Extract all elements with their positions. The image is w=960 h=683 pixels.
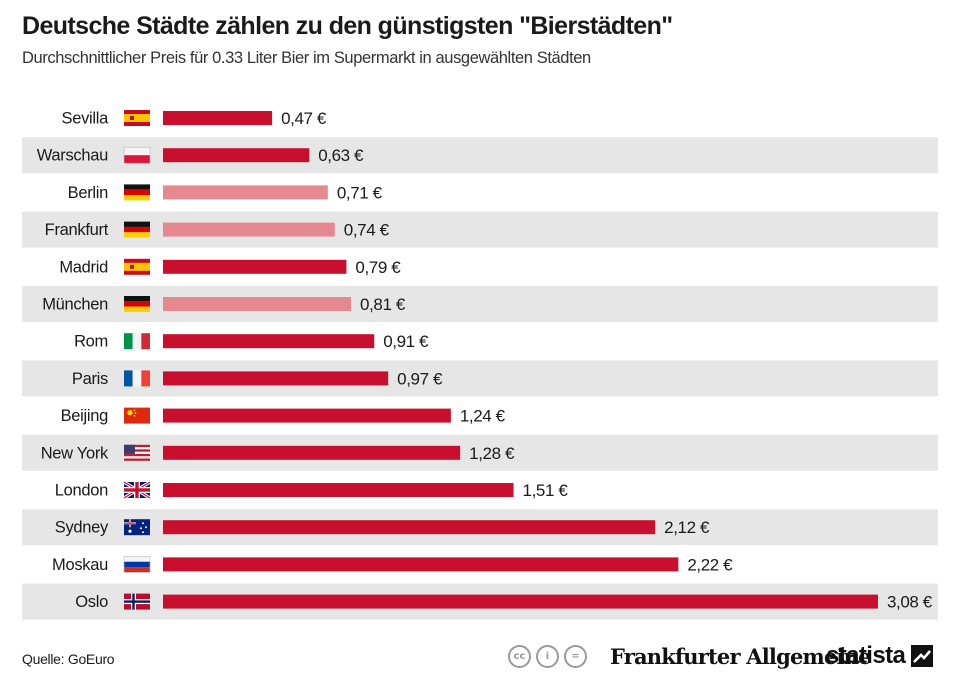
germany-flag-icon xyxy=(124,221,150,238)
bar-row: Moskau 2,22 € xyxy=(52,555,734,574)
statista-mark-icon xyxy=(911,645,934,667)
italy-flag-icon xyxy=(124,333,150,350)
value-label: 1,51 € xyxy=(523,481,569,500)
value-label: 0,97 € xyxy=(397,369,443,388)
value-label: 1,24 € xyxy=(460,407,506,426)
chart-subtitle: Durchschnittlicher Preis für 0.33 Liter … xyxy=(22,49,591,67)
bar xyxy=(163,334,375,349)
category-label: Beijing xyxy=(61,407,109,425)
bar-row: Frankfurt 0,74 € xyxy=(22,211,938,248)
bar-row: Oslo 3,08 € xyxy=(22,583,938,620)
bar xyxy=(163,445,461,460)
source-note: Quelle: GoEuro xyxy=(22,651,115,667)
category-label: Berlin xyxy=(68,184,109,202)
bar-row: Beijing 1,24 € xyxy=(61,407,507,426)
category-label: Frankfurt xyxy=(45,221,109,239)
france-flag-icon xyxy=(124,370,150,387)
germany-flag-icon xyxy=(124,184,150,201)
bar-row: Rom 0,91 € xyxy=(74,332,429,351)
value-label: 0,81 € xyxy=(360,295,406,314)
category-label: München xyxy=(42,296,108,314)
value-label: 0,63 € xyxy=(318,146,364,165)
usa-flag-icon xyxy=(124,444,150,461)
category-label: New York xyxy=(41,444,109,462)
equals-icon[interactable]: = xyxy=(564,645,587,668)
bar xyxy=(163,557,679,572)
value-label: 0,71 € xyxy=(337,183,383,202)
spain-flag-icon xyxy=(124,258,150,275)
category-label: Moskau xyxy=(52,556,108,574)
category-label: Madrid xyxy=(59,258,108,276)
bar xyxy=(163,259,347,274)
category-label: Rom xyxy=(74,333,108,351)
bar-row: Sevilla 0,47 € xyxy=(61,109,327,128)
statista-logo[interactable]: statista xyxy=(826,642,934,670)
cc-icon[interactable]: cc xyxy=(508,645,531,668)
value-label: 0,47 € xyxy=(281,109,327,128)
bar-row: New York 1,28 € xyxy=(22,434,938,471)
value-label: 0,79 € xyxy=(355,258,401,277)
bar xyxy=(163,148,310,163)
category-label: Oslo xyxy=(75,593,108,611)
row-stripe xyxy=(22,137,938,174)
category-label: London xyxy=(55,482,108,500)
bar-row: Madrid 0,79 € xyxy=(59,258,401,277)
china-flag-icon xyxy=(124,407,150,424)
row-stripe xyxy=(22,286,938,322)
russia-flag-icon xyxy=(123,556,151,573)
australia-flag-icon xyxy=(124,519,150,536)
statista-wordmark: statista xyxy=(826,642,906,669)
category-label: Sydney xyxy=(55,519,109,537)
bar xyxy=(163,520,656,535)
uk-flag-icon xyxy=(123,480,151,500)
bar xyxy=(163,111,273,125)
bar xyxy=(163,483,514,497)
category-label: Sevilla xyxy=(61,110,109,128)
germany-flag-icon xyxy=(124,296,150,312)
category-label: Paris xyxy=(72,370,108,388)
bar-row: Paris 0,97 € xyxy=(22,360,938,397)
value-label: 1,28 € xyxy=(469,444,515,463)
poland-flag-icon xyxy=(123,146,151,164)
value-label: 2,12 € xyxy=(664,518,710,537)
chart-title: Deutsche Städte zählen zu den günstigste… xyxy=(22,12,673,40)
norway-flag-icon xyxy=(124,593,150,610)
value-label: 3,08 € xyxy=(887,593,933,612)
bar-row: Berlin 0,71 € xyxy=(68,183,383,202)
person-icon[interactable]: i xyxy=(536,645,559,668)
bar xyxy=(163,222,335,237)
value-label: 0,91 € xyxy=(383,332,429,351)
bar-row: Sydney 2,12 € xyxy=(22,509,938,546)
faz-logo[interactable]: Frankfurter Allgemeine xyxy=(610,644,872,669)
bar-row: München 0,81 € xyxy=(22,286,938,322)
row-stripe xyxy=(22,211,938,248)
value-label: 2,22 € xyxy=(687,555,733,574)
spain-flag-icon xyxy=(124,110,150,126)
value-label: 0,74 € xyxy=(344,221,390,240)
bar-row: London 1,51 € xyxy=(55,480,569,500)
license-icons: cc i = xyxy=(508,645,587,668)
category-label: Warschau xyxy=(37,147,108,165)
bar-row: Warschau 0,63 € xyxy=(22,137,938,174)
bar xyxy=(163,371,389,386)
bar xyxy=(163,594,878,609)
bar xyxy=(163,185,328,200)
bar xyxy=(163,408,451,423)
row-stripe xyxy=(22,360,938,397)
bar xyxy=(163,297,352,311)
